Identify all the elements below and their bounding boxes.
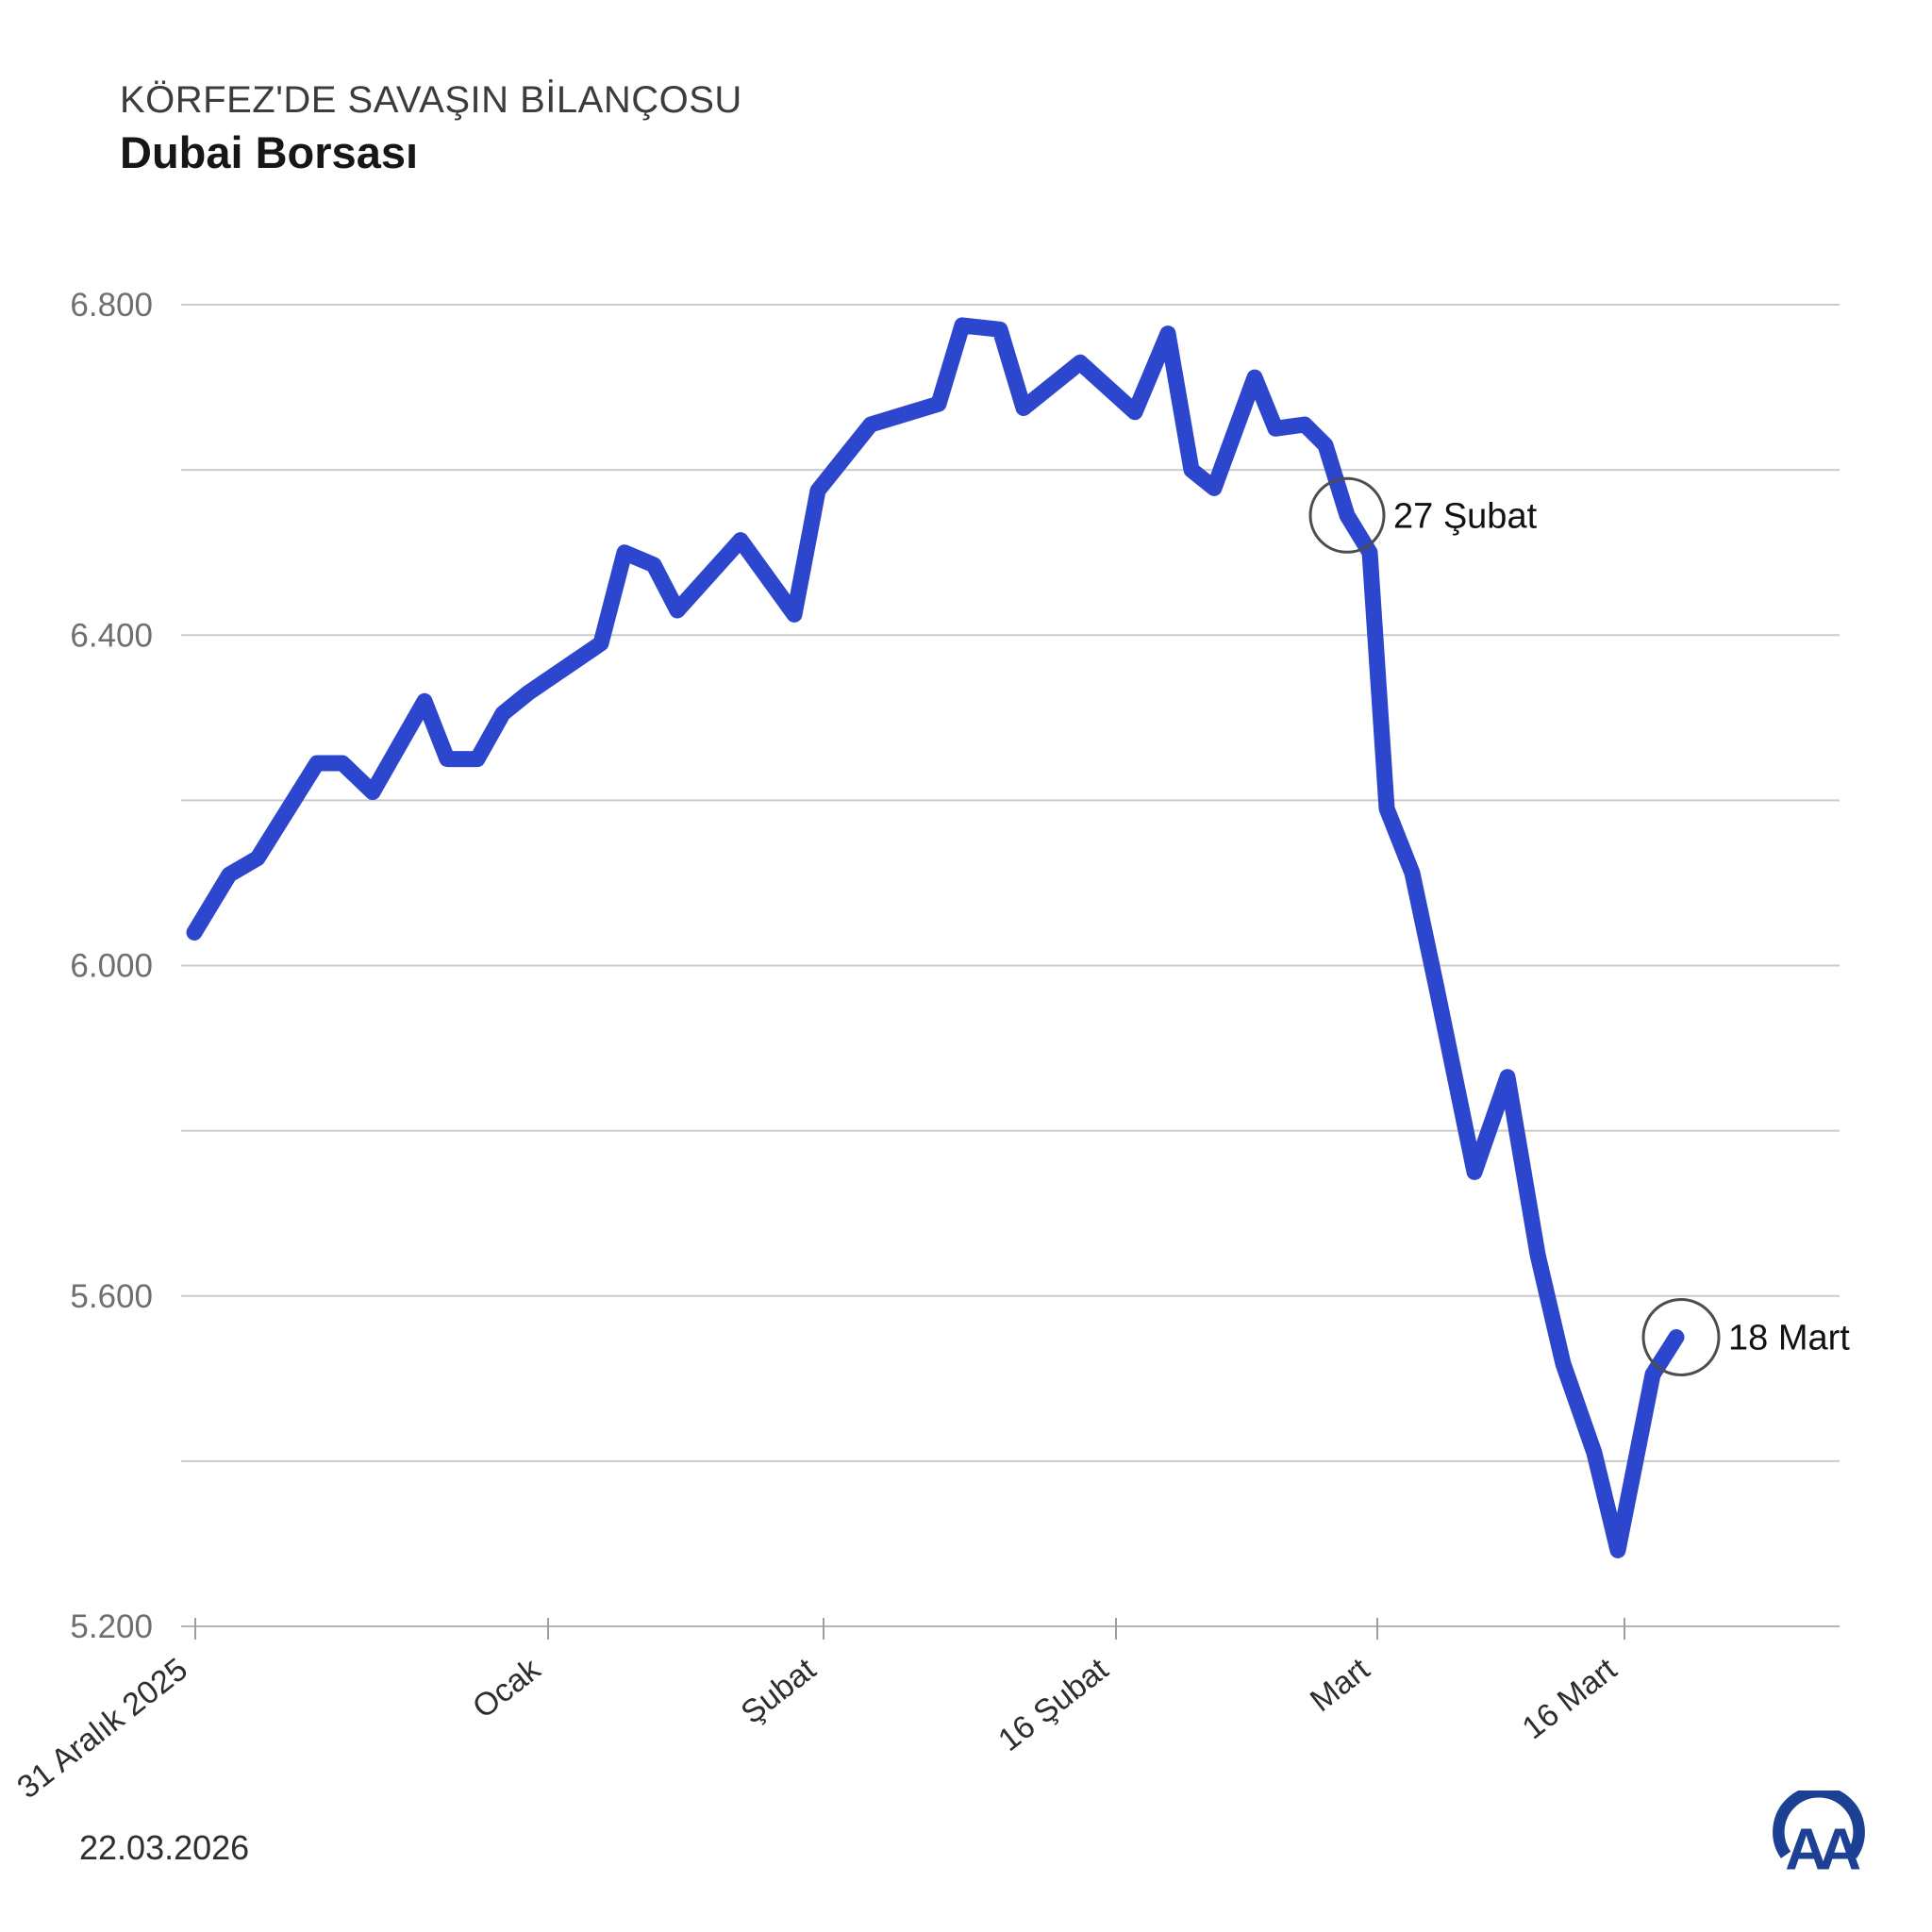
x-axis-label: 16 Mart xyxy=(1516,1651,1624,1746)
aa-logo-text: AA xyxy=(1785,1817,1860,1877)
series-line-dubai-borsasi xyxy=(186,317,1685,1558)
annotation-circle xyxy=(1308,476,1386,554)
y-axis-label: 6.400 xyxy=(70,617,153,654)
y-axis-label: 5.200 xyxy=(70,1608,153,1645)
x-axis-label: 16 Şubat xyxy=(991,1651,1115,1758)
y-axis-label: 6.800 xyxy=(70,287,153,324)
x-axis-label: Ocak xyxy=(466,1651,548,1725)
footer-date: 22.03.2026 xyxy=(79,1828,250,1867)
chart-kicker: KÖRFEZ'DE SAVAŞIN BİLANÇOSU xyxy=(120,79,742,121)
annotation-label: 18 Mart xyxy=(1728,1319,1850,1358)
x-axis-label: Şubat xyxy=(735,1651,824,1731)
y-axis-label: 6.000 xyxy=(70,948,153,985)
chart-title: Dubai Borsası xyxy=(120,127,419,177)
annotation-circle xyxy=(1641,1298,1721,1376)
y-axis-label: 5.600 xyxy=(70,1278,153,1315)
aa-logo-arc xyxy=(1773,1790,1865,1858)
x-axis-label: 31 Aralık 2025 xyxy=(10,1651,194,1806)
x-axis-label: Mart xyxy=(1304,1651,1376,1719)
aa-logo: AA xyxy=(1773,1790,1868,1877)
annotation-label: 27 Şubat xyxy=(1393,496,1538,536)
